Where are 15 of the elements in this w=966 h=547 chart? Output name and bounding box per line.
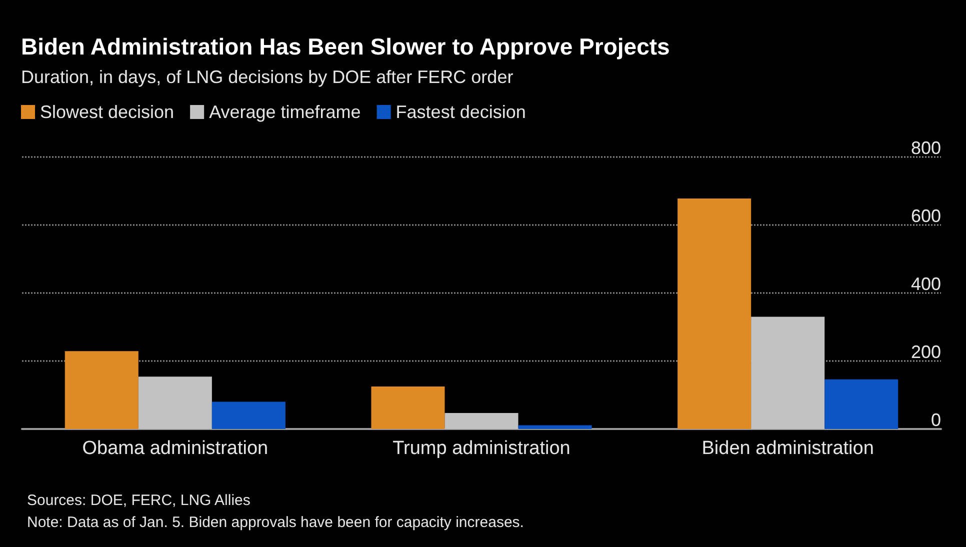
legend-label: Slowest decision	[40, 102, 174, 122]
y-tick-label: 800	[910, 138, 941, 158]
chart-subtitle: Duration, in days, of LNG decisions by DOE after FERC order	[21, 67, 514, 87]
x-tick-label: Obama administration	[82, 438, 268, 459]
chart-title: Biden Administration Has Been Slower to Approve Projects	[21, 34, 670, 60]
source-note: Sources: DOE, FERC, LNG Allies	[27, 492, 250, 509]
x-tick-label: Biden administration	[702, 438, 874, 459]
y-tick-label: 600	[910, 206, 941, 226]
y-tick-label: 0	[930, 410, 941, 430]
legend-label: Average timeframe	[209, 102, 361, 122]
y-tick-label: 400	[910, 274, 941, 294]
x-tick-label: Trump administration	[392, 438, 570, 459]
y-tick-label: 200	[910, 342, 941, 362]
text: Note: Data as of Jan. 5. Biden approvals have been for capacity increases.	[27, 514, 524, 531]
legend-label: Fastest decision	[396, 102, 526, 122]
